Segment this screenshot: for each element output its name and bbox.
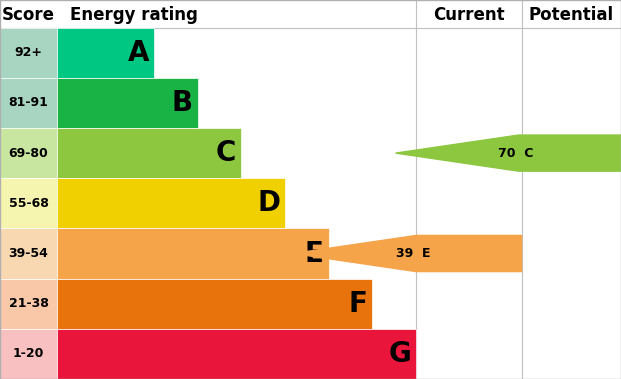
Text: F: F — [348, 290, 368, 318]
Bar — [0, 229, 57, 279]
Text: E: E — [305, 240, 324, 268]
Text: 21-38: 21-38 — [9, 297, 48, 310]
Text: Energy rating: Energy rating — [70, 6, 197, 24]
Bar — [0, 279, 57, 329]
Bar — [57, 78, 198, 128]
Bar — [0, 28, 57, 78]
Bar — [57, 279, 373, 329]
Bar — [57, 329, 416, 379]
Text: 39-54: 39-54 — [9, 247, 48, 260]
Text: C: C — [216, 139, 237, 167]
Text: D: D — [257, 189, 280, 217]
Text: 69-80: 69-80 — [9, 147, 48, 160]
Text: 81-91: 81-91 — [9, 96, 48, 110]
Text: 39  E: 39 E — [396, 247, 431, 260]
Text: 70  C: 70 C — [499, 147, 533, 160]
Text: A: A — [128, 39, 149, 67]
Text: 1-20: 1-20 — [13, 348, 44, 360]
Bar — [57, 128, 242, 178]
Text: Potential: Potential — [528, 6, 614, 24]
Text: G: G — [388, 340, 411, 368]
Text: B: B — [171, 89, 193, 117]
Bar — [0, 178, 57, 229]
Bar — [57, 178, 285, 229]
Polygon shape — [293, 235, 522, 272]
Text: 92+: 92+ — [14, 46, 43, 59]
Text: Current: Current — [433, 6, 505, 24]
Bar — [0, 128, 57, 178]
Bar — [0, 78, 57, 128]
Text: 55-68: 55-68 — [9, 197, 48, 210]
Bar — [57, 28, 154, 78]
Text: Score: Score — [2, 6, 55, 24]
Polygon shape — [396, 135, 621, 171]
Bar — [0, 329, 57, 379]
Bar — [57, 229, 329, 279]
